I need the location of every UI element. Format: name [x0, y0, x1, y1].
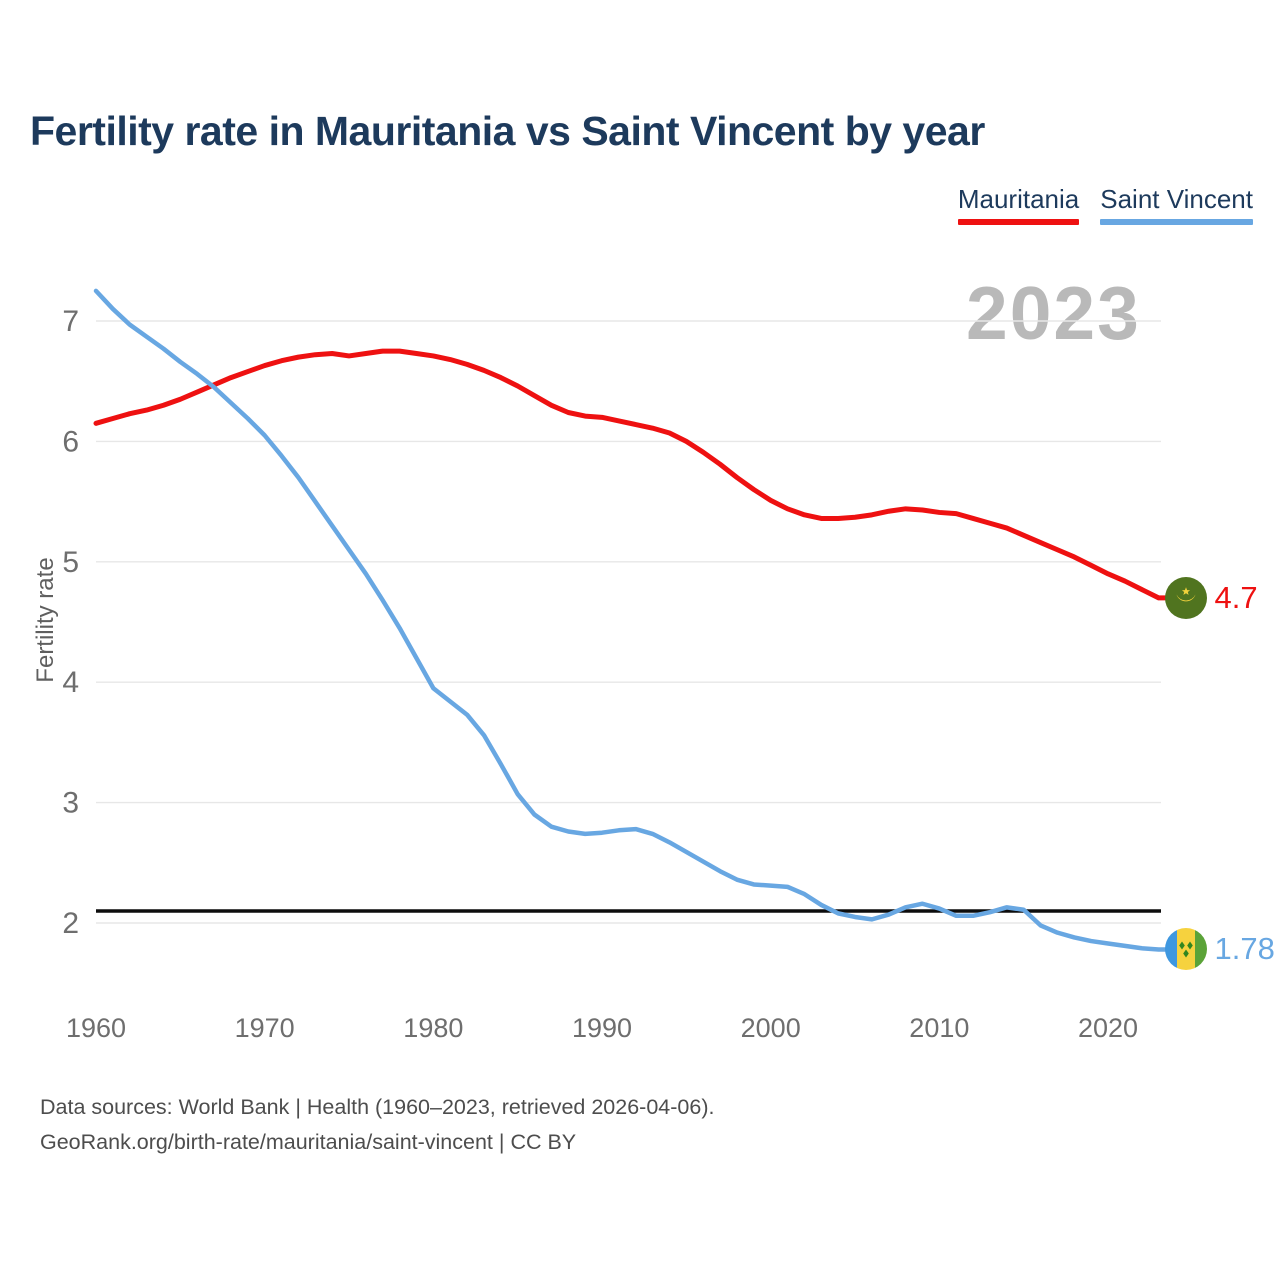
- end-label-mauritania: 4.7: [1164, 576, 1258, 619]
- page-title: Fertility rate in Mauritania vs Saint Vi…: [30, 108, 985, 154]
- legend-item-saint-vincent[interactable]: Saint Vincent: [1100, 184, 1253, 225]
- data-sources-line: Data sources: World Bank | Health (1960–…: [40, 1095, 715, 1119]
- y-tick-label-5: 5: [62, 546, 79, 579]
- georank-line: GeoRank.org/birth-rate/mauritania/saint-…: [40, 1130, 577, 1154]
- attribution: Data sources: World Bank | Health (1960–…: [40, 1090, 714, 1160]
- legend: Mauritania Saint Vincent: [957, 184, 1253, 225]
- end-label-saint-vincent: 1.78: [1164, 928, 1275, 971]
- y-tick-label-7: 7: [62, 305, 79, 338]
- end-value-mauritania: 4.7: [1214, 579, 1258, 615]
- x-tick-label-1960: 1960: [66, 1013, 126, 1043]
- legend-underline-saint-vincent: [1100, 219, 1253, 225]
- y-tick-label-6: 6: [62, 425, 79, 458]
- mauritania-flag-icon: [1164, 576, 1207, 619]
- series-line-mauritania: [93, 348, 1170, 601]
- y-tick-label-3: 3: [62, 787, 79, 820]
- x-tick-label-1990: 1990: [572, 1013, 632, 1043]
- x-tick-label-2010: 2010: [909, 1013, 969, 1043]
- y-tick-label-2: 2: [62, 907, 79, 940]
- x-tick-label-2000: 2000: [741, 1013, 801, 1043]
- saint-vincent-flag-icon: [1164, 928, 1207, 971]
- y-axis-title: Fertility rate: [32, 557, 59, 683]
- x-tick-label-1970: 1970: [235, 1013, 295, 1043]
- series-line-saint-vincent: [93, 288, 1170, 952]
- legend-item-mauritania[interactable]: Mauritania: [957, 184, 1080, 225]
- year-watermark: 2023: [966, 271, 1141, 355]
- y-tick-label-4: 4: [62, 666, 79, 699]
- legend-underline-mauritania: [957, 219, 1080, 225]
- end-value-saint-vincent: 1.78: [1214, 931, 1275, 967]
- x-tick-label-1980: 1980: [403, 1013, 463, 1043]
- legend-label-mauritania: Mauritania: [957, 184, 1080, 214]
- x-tick-label-2020: 2020: [1078, 1013, 1138, 1043]
- legend-label-saint-vincent: Saint Vincent: [1100, 184, 1253, 214]
